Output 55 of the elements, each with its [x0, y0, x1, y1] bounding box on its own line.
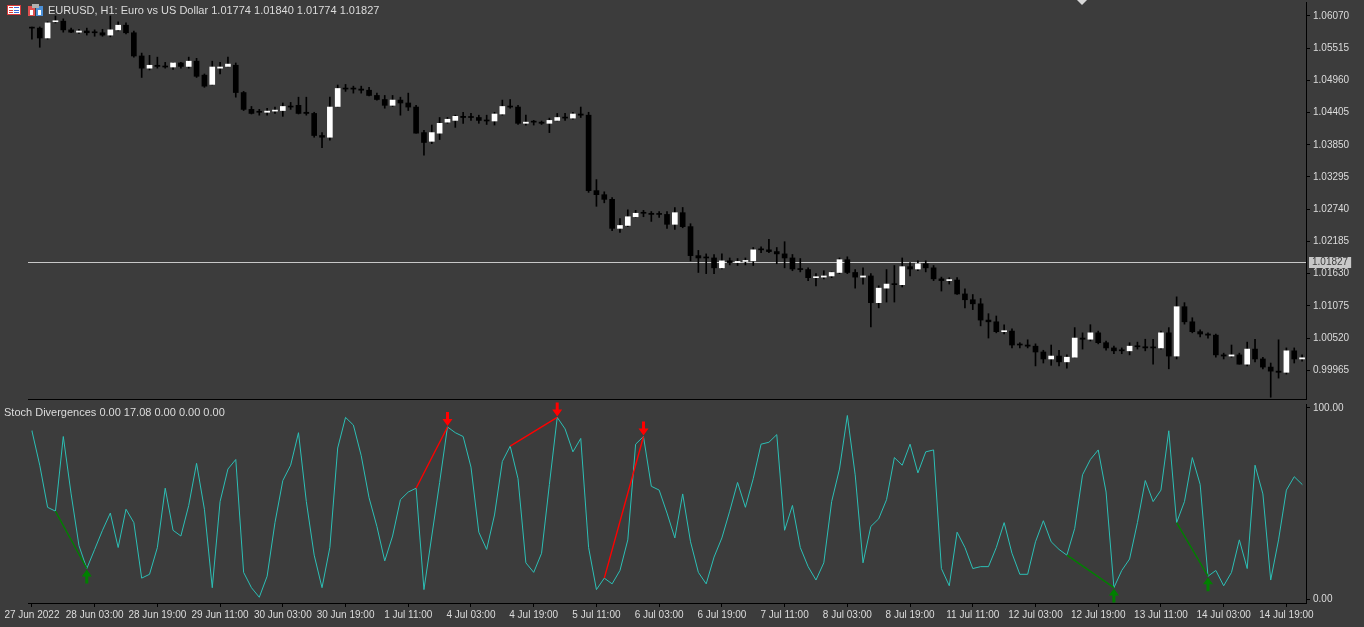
candlestick — [1142, 338, 1149, 352]
candlestick — [813, 273, 819, 287]
candlestick — [468, 113, 474, 121]
x-tick-label: 4 Jul 19:00 — [509, 608, 559, 620]
candlestick — [648, 211, 655, 222]
y-tick-label: 1.03295 — [1313, 170, 1350, 182]
candlestick — [617, 218, 623, 233]
y-tick-label: 1.06070 — [1313, 9, 1350, 21]
candlestick — [577, 106, 584, 118]
y-tick-label: 0.99965 — [1313, 364, 1350, 376]
ref-line-label: 1.01827 — [1312, 256, 1349, 268]
x-tick-label: 30 Jun 19:00 — [316, 608, 375, 620]
candlestick — [264, 107, 270, 116]
candlestick — [523, 114, 529, 126]
x-tick-label: 14 Jul 03:00 — [1196, 608, 1252, 620]
x-tick-label: 5 Jul 11:00 — [572, 608, 621, 620]
y-tick-label: 1.03850 — [1313, 138, 1350, 150]
candlestick — [256, 109, 263, 116]
candlestick — [797, 258, 804, 273]
x-tick-label: 11 Jul 11:00 — [946, 608, 1000, 620]
x-tick-label: 28 Jun 03:00 — [65, 608, 124, 620]
chart-title: EURUSD, H1: Euro vs US Dollar 1.01774 1.01840 1.01774 1.01827 — [48, 4, 380, 17]
y-tick-label: 1.02740 — [1313, 202, 1350, 214]
candlestick — [907, 262, 913, 277]
y-tick-label: 100.00 — [1313, 401, 1345, 413]
candlestick — [1048, 344, 1055, 366]
x-tick-label: 12 Jul 19:00 — [1070, 608, 1126, 620]
candlestick — [460, 111, 466, 124]
y-tick-label: 1.05515 — [1313, 41, 1350, 53]
candlestick — [656, 211, 662, 218]
x-tick-label: 13 Jul 11:00 — [1134, 608, 1189, 620]
y-tick-label: 1.00520 — [1313, 331, 1350, 343]
y-tick-label: 1.04405 — [1313, 106, 1350, 118]
y-tick-label: 1.04960 — [1313, 74, 1350, 86]
x-tick-label: 28 Jun 19:00 — [128, 608, 187, 620]
candlestick — [773, 247, 780, 265]
x-tick-label: 1 Jul 11:00 — [384, 608, 433, 620]
x-tick-label: 30 Jun 03:00 — [253, 608, 313, 620]
x-tick-label: 7 Jul 11:00 — [760, 608, 810, 620]
x-tick-label: 14 Jul 19:00 — [1259, 608, 1315, 620]
x-tick-label: 27 Jun 2022 — [4, 608, 60, 620]
y-tick-label: 1.01630 — [1313, 267, 1350, 279]
x-tick-label: 4 Jul 03:00 — [446, 608, 496, 620]
chart-title: Stoch Divergences 0.00 17.08 0.00 0.00 0.00 — [4, 406, 225, 419]
x-tick-label: 8 Jul 03:00 — [822, 608, 873, 620]
x-tick-label: 12 Jul 03:00 — [1008, 608, 1064, 620]
x-tick-label: 6 Jul 19:00 — [697, 608, 747, 620]
x-tick-label: 8 Jul 19:00 — [885, 608, 935, 620]
y-tick-label: 1.01075 — [1313, 299, 1350, 311]
x-tick-label: 6 Jul 03:00 — [634, 608, 685, 620]
y-tick-label: 1.02185 — [1313, 235, 1350, 247]
y-tick-label: 0.00 — [1313, 592, 1333, 604]
candlestick — [319, 132, 325, 149]
x-tick-label: 29 Jun 11:00 — [191, 608, 250, 620]
candlestick — [1001, 324, 1007, 335]
